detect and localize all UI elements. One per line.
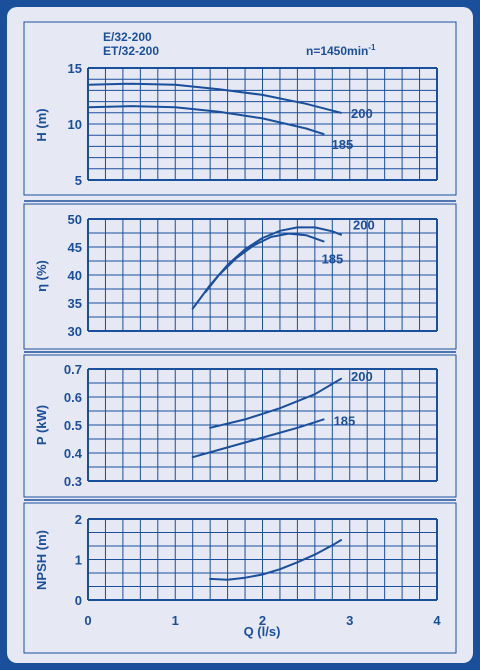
y-tick-label: 15 (68, 61, 82, 76)
series-name-label: 200 (353, 218, 375, 233)
curve-185 (204, 232, 325, 293)
y-tick-label: 0.7 (64, 362, 82, 377)
speed-label: n=1450min-1 (306, 43, 376, 58)
efficiency-panel: 30 35 40 45 50 200 185 (68, 212, 438, 339)
curve-npsh (209, 539, 342, 581)
inner-box-1 (23, 21, 457, 196)
y-tick-label: 30 (68, 324, 82, 339)
head-panel: 5 10 15 200 185 (68, 61, 438, 188)
y-tick-label: 0.5 (64, 418, 82, 433)
inner-box-4 (23, 502, 457, 654)
y-tick-label: 0.3 (64, 474, 82, 489)
x-tick-label: 3 (346, 613, 353, 628)
inner-box-3 (23, 354, 457, 498)
curve-200 (87, 82, 342, 114)
curve-200 (209, 377, 342, 429)
y-tick-label: 0.4 (64, 446, 83, 461)
series-name-label: 185 (322, 251, 344, 266)
power-panel: 0.3 0.4 0.5 0.6 0.7 200 185 (64, 362, 438, 489)
x-tick-label: 0 (84, 613, 91, 628)
y-tick-label: 40 (68, 268, 82, 283)
sheet-panel (7, 7, 473, 663)
series-name-label: 200 (351, 369, 373, 384)
npsh-panel: 0 1 2 0 1 2 3 4 (75, 512, 442, 628)
x-tick-label: 1 (172, 613, 179, 628)
npsh-axis-title: NPSH (m) (34, 530, 49, 590)
curve-185 (87, 105, 325, 136)
y-tick-label: 0 (75, 593, 82, 608)
y-tick-label: 35 (68, 296, 82, 311)
x-tick-label: 2 (259, 613, 266, 628)
speed-label-main: n=1450min (306, 44, 368, 58)
y-tick-label: 45 (68, 240, 82, 255)
y-tick-label: 2 (75, 512, 82, 527)
y-tick-label: 50 (68, 212, 82, 227)
y-tick-label: 1 (75, 553, 82, 568)
power-axis-title: P (kW) (34, 405, 49, 445)
model-label-2: ET/32-200 (103, 44, 159, 58)
curve-185 (191, 418, 325, 459)
y-tick-label: 5 (75, 173, 82, 188)
speed-label-exponent: -1 (368, 43, 376, 52)
inner-box-2 (23, 203, 457, 350)
series-name-label: 185 (332, 137, 354, 152)
head-axis-title: H (m) (34, 108, 49, 141)
series-name-label: 200 (351, 106, 373, 121)
efficiency-axis-title: η (%) (34, 260, 49, 292)
x-tick-label: 4 (433, 613, 441, 628)
model-label-1: E/32-200 (103, 30, 152, 44)
y-tick-label: 10 (68, 117, 82, 132)
series-name-label: 185 (334, 413, 356, 428)
y-tick-label: 0.6 (64, 390, 82, 405)
flow-axis-title: Q (l/s) (244, 624, 281, 639)
